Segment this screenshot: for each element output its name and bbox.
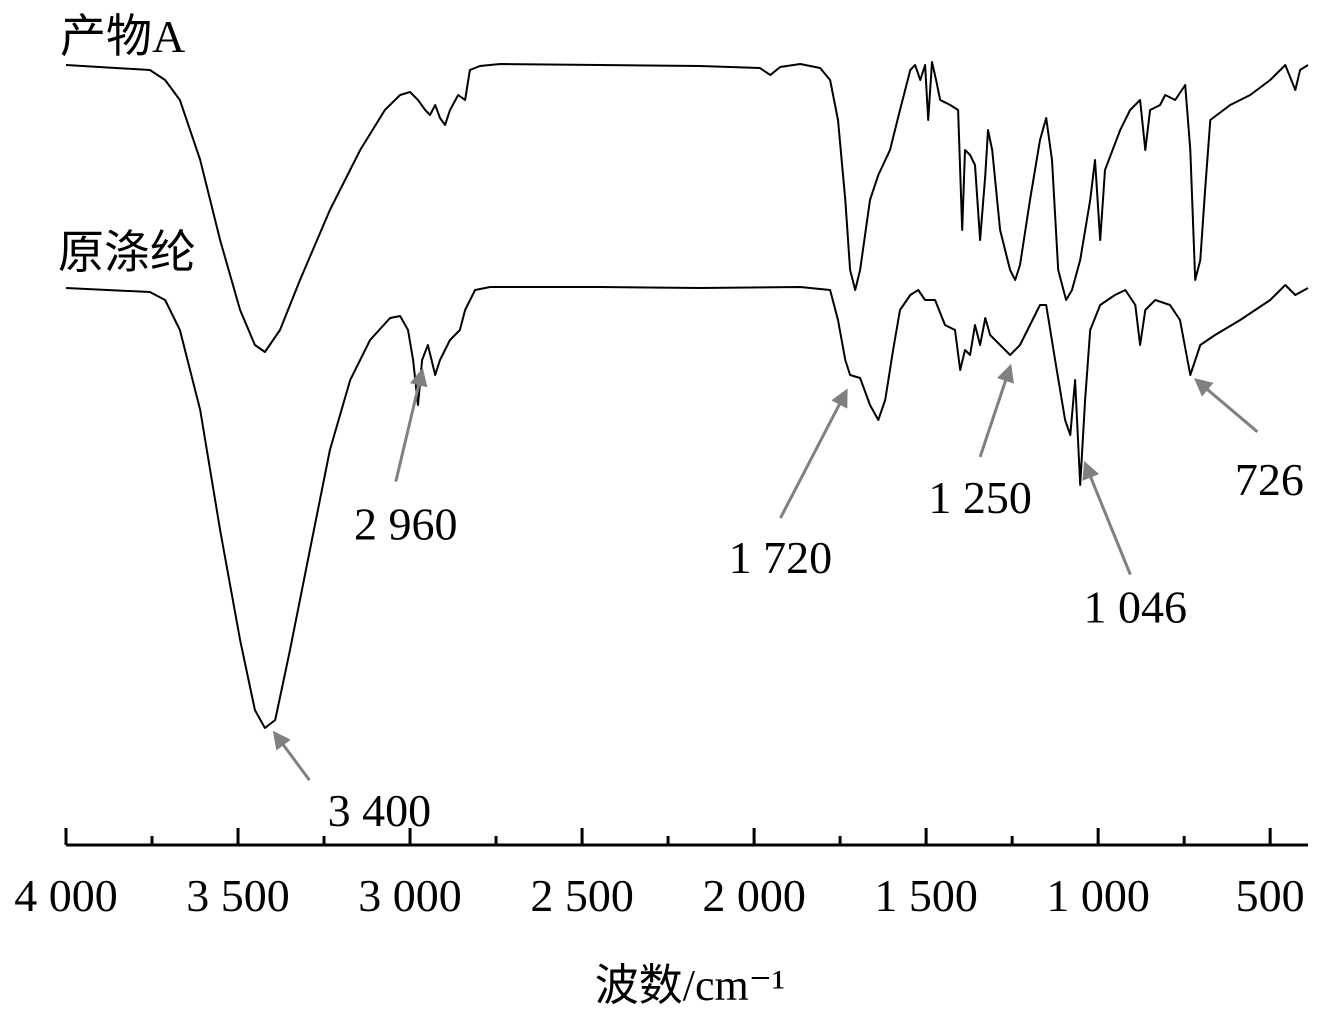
annotation-arrow xyxy=(978,363,1014,458)
series-label: 原涤纶 xyxy=(58,227,196,278)
annotation-label: 1 720 xyxy=(729,532,833,583)
x-tick-label: 2 500 xyxy=(530,870,634,921)
annotation-arrow xyxy=(1082,460,1132,576)
x-tick-label: 3 500 xyxy=(186,870,290,921)
spectrum-line xyxy=(65,284,1309,729)
annotation-arrow xyxy=(1194,378,1259,433)
annotation-arrow xyxy=(394,367,428,482)
series-label: 产物A xyxy=(60,11,185,62)
annotation-label: 1 046 xyxy=(1084,582,1188,633)
annotation-label: 1 250 xyxy=(928,472,1032,523)
x-tick-label: 1 000 xyxy=(1046,870,1150,921)
annotation-label: 3 400 xyxy=(328,785,432,836)
annotation-arrow xyxy=(779,388,848,519)
annotation-arrow xyxy=(272,730,311,782)
x-axis-label: 波数/cm⁻¹ xyxy=(595,961,785,1010)
spectrum-line xyxy=(65,61,1309,353)
x-tick-label: 500 xyxy=(1236,870,1305,921)
annotation-label: 2 960 xyxy=(354,499,458,550)
x-tick-label: 1 500 xyxy=(874,870,978,921)
annotation-label: 726 xyxy=(1235,454,1304,505)
x-tick-label: 2 000 xyxy=(702,870,806,921)
x-tick-label: 3 000 xyxy=(358,870,462,921)
x-tick-label: 4 000 xyxy=(14,870,118,921)
